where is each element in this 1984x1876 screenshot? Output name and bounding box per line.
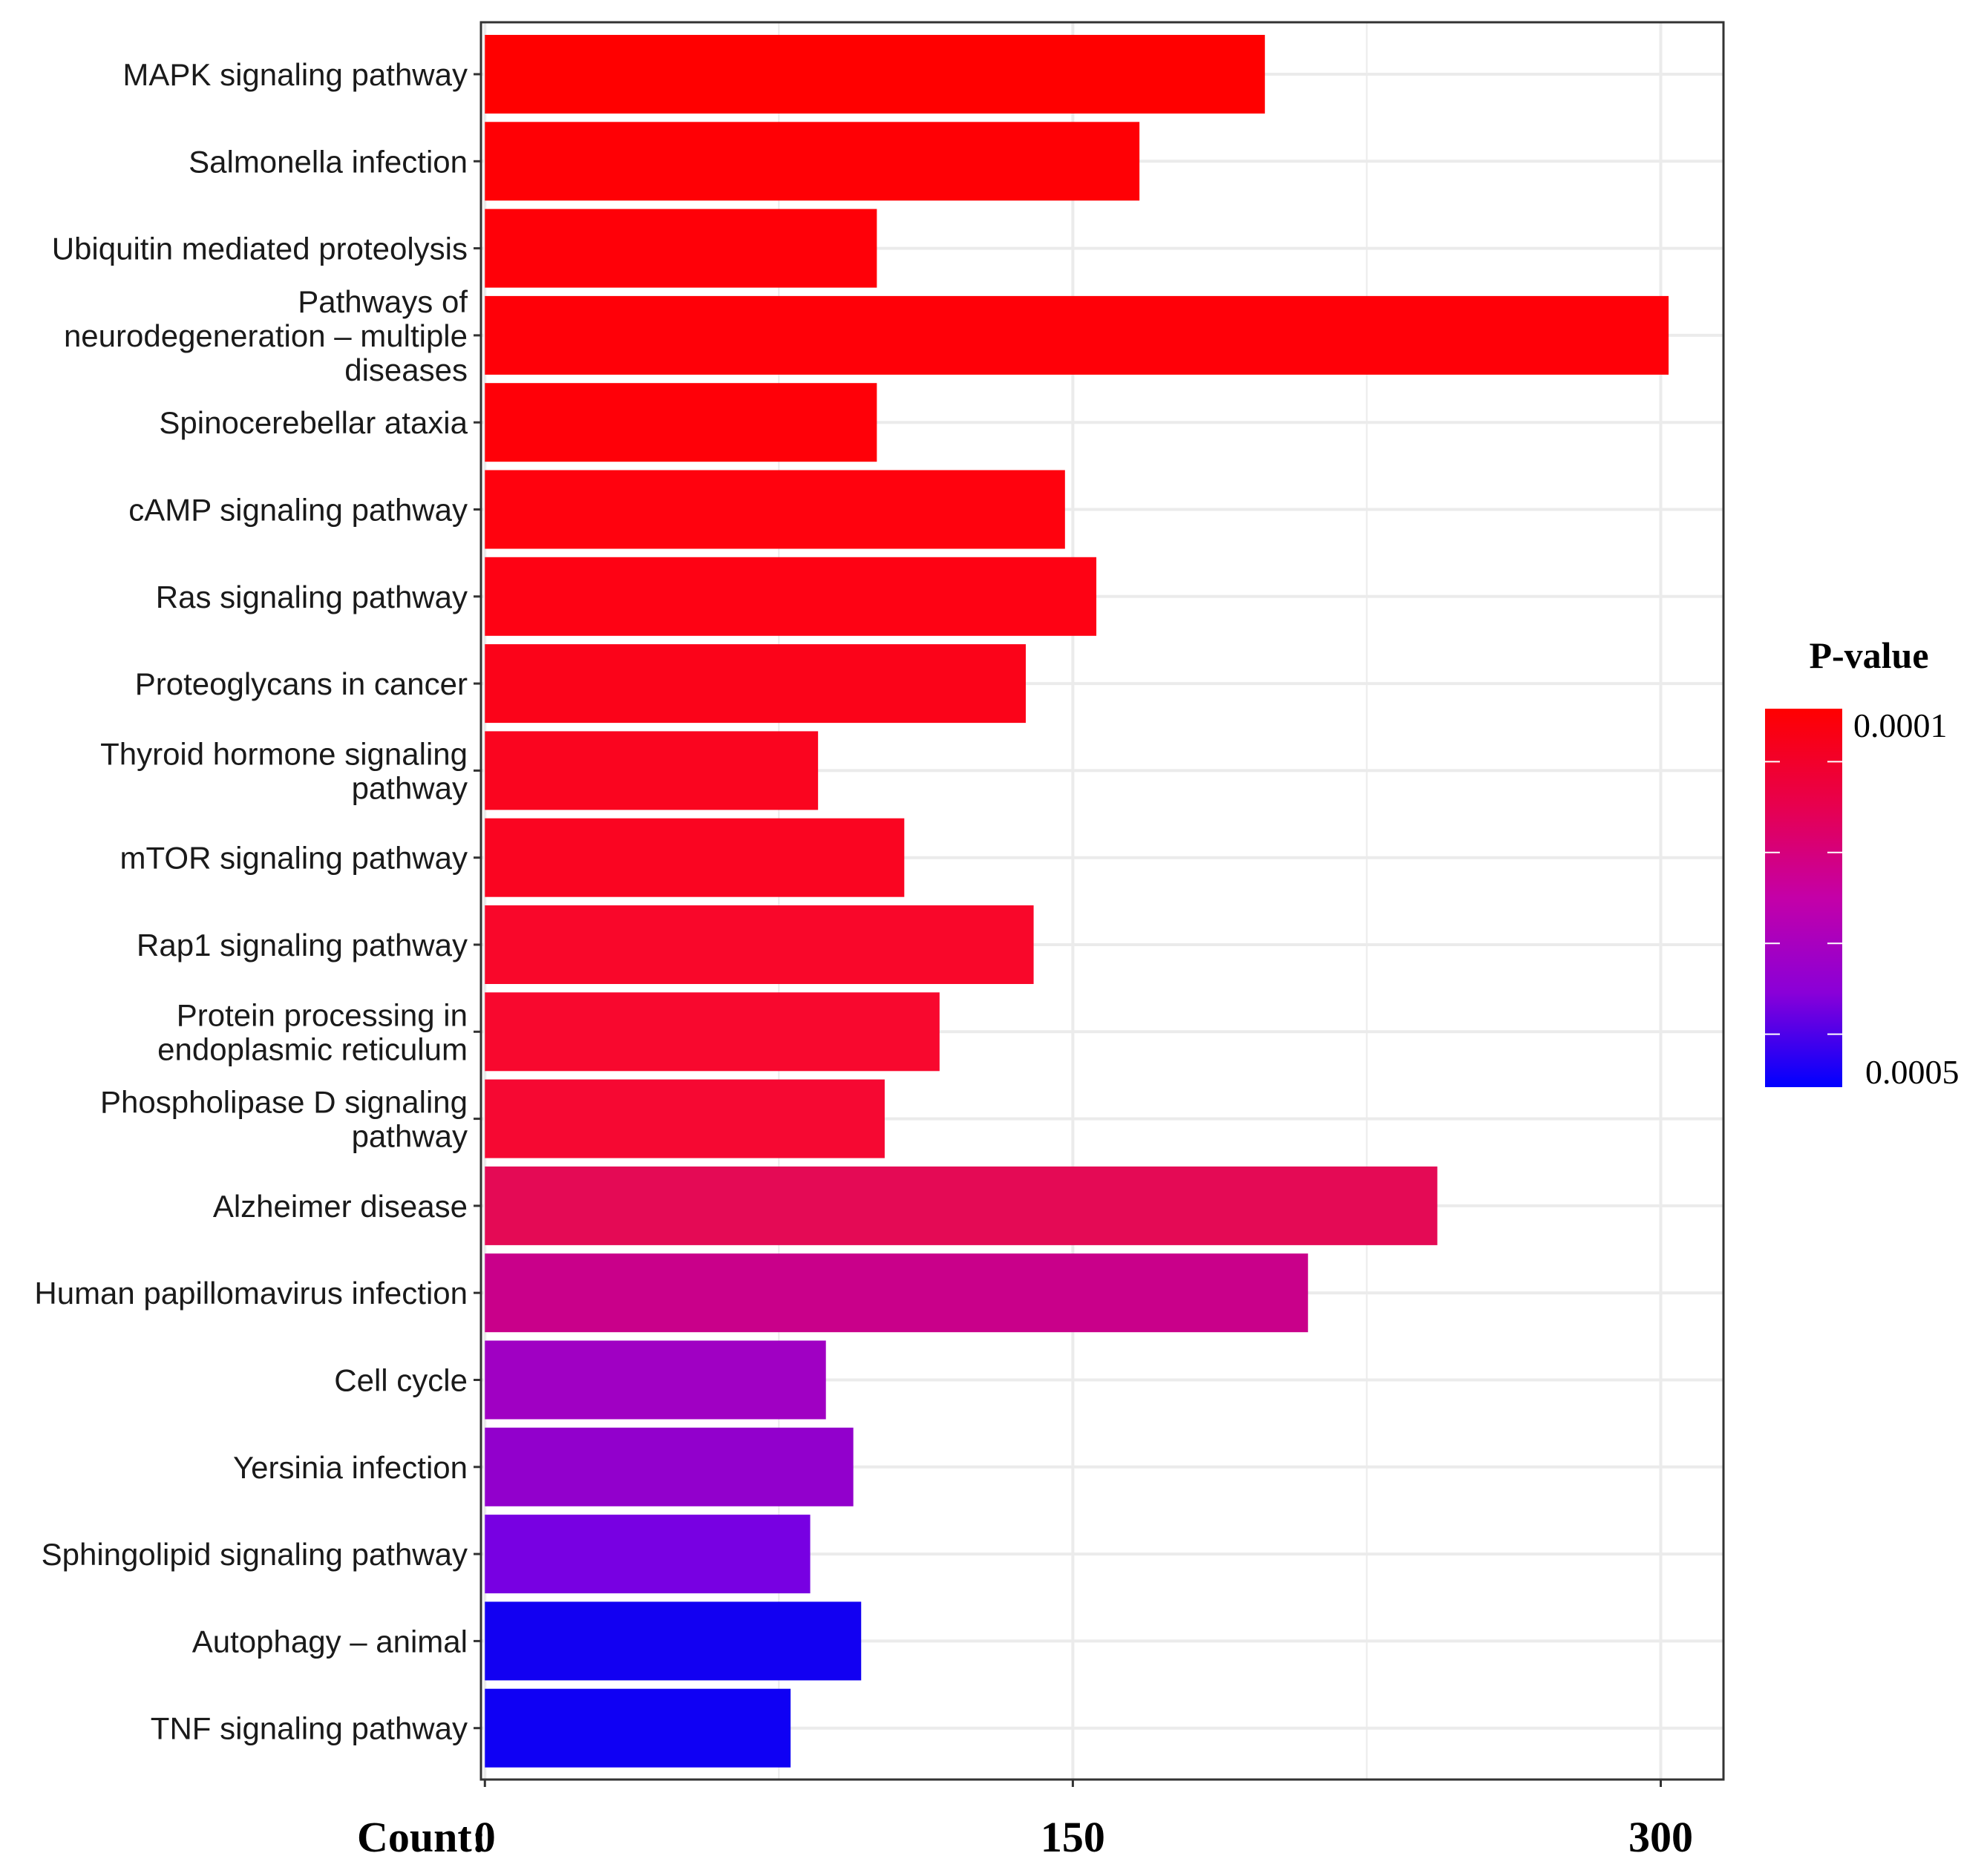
y-tick-label: Human papillomavirus infection <box>34 1276 468 1311</box>
bar <box>485 209 877 288</box>
y-tick-label: Alzheimer disease <box>213 1189 468 1224</box>
x-axis: Count: 0 150 300 <box>357 1780 1693 1861</box>
legend-label-high: 0.0005 <box>1865 1053 1960 1091</box>
x-tick-label: 300 <box>1628 1813 1693 1861</box>
category-labels: MAPK signaling pathway Salmonella infecti… <box>34 57 481 1746</box>
legend-label-low: 0.0001 <box>1853 706 1948 744</box>
x-tick-label: 150 <box>1041 1813 1105 1861</box>
y-tick-label: TNF signaling pathway <box>151 1711 468 1746</box>
bars <box>485 35 1669 1768</box>
bar <box>485 644 1027 724</box>
bar <box>485 992 940 1072</box>
y-tick-label: Autophagy – animal <box>192 1624 468 1659</box>
bar <box>485 1079 885 1158</box>
y-tick-label: Ras signaling pathway <box>156 580 468 614</box>
legend-title: P-value <box>1809 634 1928 676</box>
bar <box>485 1688 791 1768</box>
bar <box>485 1601 862 1681</box>
y-tick-label: Yersinia infection <box>233 1450 468 1485</box>
y-tick-label: Salmonella infection <box>189 144 468 179</box>
y-tick-label: Sphingolipid signaling pathway <box>42 1537 468 1572</box>
bar <box>485 35 1266 114</box>
y-tick-label: mTOR signaling pathway <box>120 841 468 876</box>
y-tick-label: Thyroid hormone signaling pathway <box>100 736 468 805</box>
bar <box>485 1427 854 1506</box>
bar <box>485 383 877 462</box>
bar <box>485 470 1065 549</box>
y-tick-label: Ubiquitin mediated proteolysis <box>52 232 468 266</box>
bar <box>485 1515 811 1594</box>
y-tick-label: Pathways of neurodegeneration – multiple d… <box>64 284 468 387</box>
x-axis-title: Count: <box>357 1813 486 1861</box>
legend-colorbar <box>1765 709 1842 1087</box>
bar <box>485 557 1097 636</box>
bar <box>485 1253 1309 1333</box>
y-tick-label: cAMP signaling pathway <box>128 493 468 528</box>
y-tick-label: Cell cycle <box>334 1363 468 1398</box>
y-tick-label: Proteoglycans in cancer <box>135 666 468 701</box>
y-tick-label: Phospholipase D signaling pathway <box>100 1085 468 1154</box>
plot-panel-border <box>479 21 1725 1781</box>
legend: P-value 0.0001 0.0005 <box>1765 634 1960 1091</box>
bar <box>485 905 1034 984</box>
bar <box>485 122 1140 201</box>
y-tick-label: Rap1 signaling pathway <box>137 928 468 962</box>
bar <box>485 731 819 810</box>
y-tick-label: MAPK signaling pathway <box>122 57 468 92</box>
y-tick-label: Protein processing in endoplasmic reticul… <box>157 997 468 1066</box>
bar <box>485 1340 826 1420</box>
bar <box>485 818 905 897</box>
bar <box>485 295 1669 375</box>
y-tick-label: Spinocerebellar ataxia <box>159 405 468 440</box>
bar <box>485 1166 1438 1245</box>
x-tick-label: 0 <box>474 1813 496 1861</box>
